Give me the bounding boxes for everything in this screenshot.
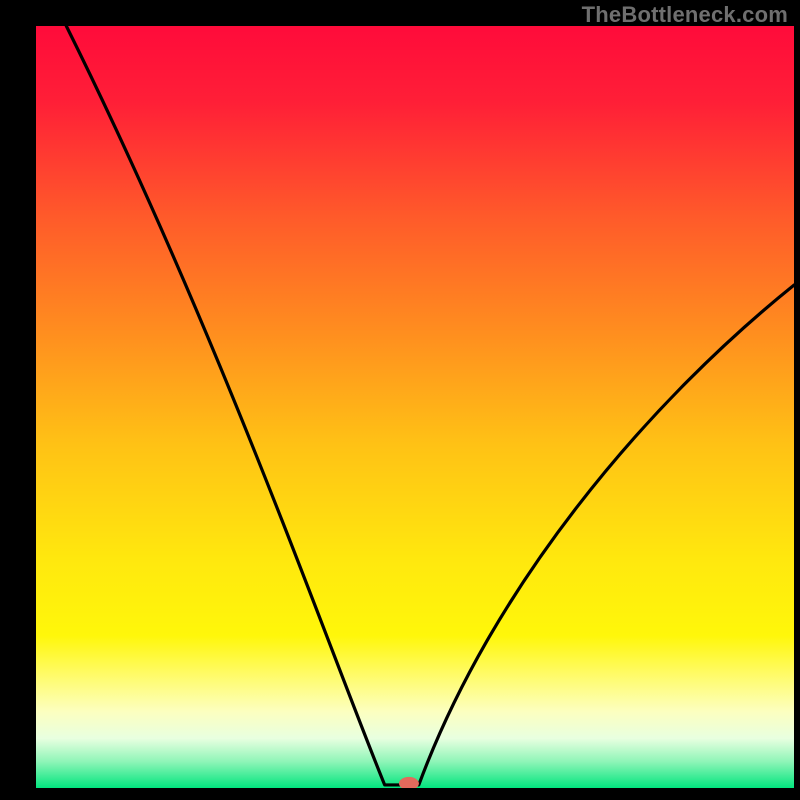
chart-container: TheBottleneck.com bbox=[0, 0, 800, 800]
bottleneck-chart bbox=[0, 0, 800, 800]
bottleneck-marker bbox=[399, 777, 419, 790]
watermark-text: TheBottleneck.com bbox=[582, 2, 788, 28]
plot-background-gradient bbox=[36, 26, 794, 788]
